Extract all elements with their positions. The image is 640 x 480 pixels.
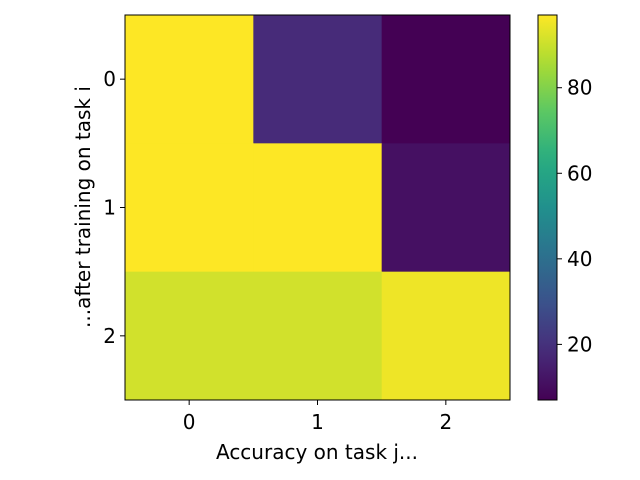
colorbar-tick-label: 40 (567, 247, 592, 271)
x-tick-label: 0 (183, 410, 196, 434)
colorbar-tick-label: 60 (567, 161, 592, 185)
y-axis-ticks: 0 1 2 (103, 67, 125, 348)
heatmap-cell (125, 271, 254, 401)
heatmap-cell (253, 143, 383, 273)
y-tick-label: 1 (103, 196, 116, 220)
colorbar: 20 40 60 80 (537, 14, 592, 401)
colorbar-frame (537, 14, 558, 401)
y-tick-label: 0 (103, 67, 116, 91)
y-tick-label: 2 (103, 324, 116, 348)
heatmap-cells (125, 15, 511, 401)
colorbar-tick-label: 80 (567, 76, 592, 100)
heatmap-cell (253, 15, 383, 144)
colorbar-tick-label: 20 (567, 332, 592, 356)
heatmap-cell (381, 143, 511, 273)
heatmap-cell (125, 143, 254, 273)
x-tick-label: 1 (311, 410, 324, 434)
colorbar-gradient (538, 15, 557, 400)
y-axis-label: ...after training on task i (71, 86, 95, 328)
heatmap-cell (125, 15, 254, 144)
x-tick-label: 2 (439, 410, 452, 434)
heatmap-cell (253, 271, 383, 401)
x-axis-label: Accuracy on task j... (216, 440, 418, 464)
heatmap-cell (381, 271, 511, 401)
x-axis-ticks: 0 1 2 (183, 400, 452, 434)
heatmap-cell (381, 15, 511, 144)
